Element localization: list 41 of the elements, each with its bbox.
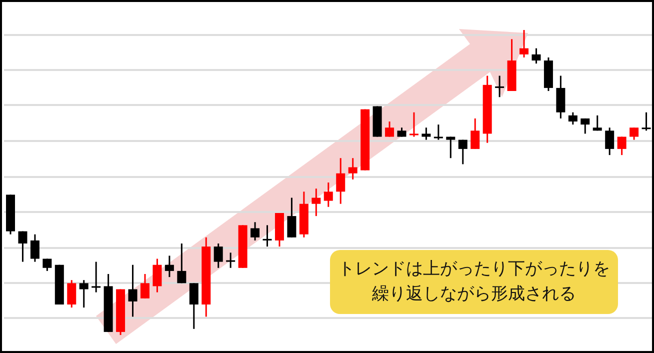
annotation: トレンドは上がったり下がったりを (338, 258, 610, 281)
candlestick (42, 258, 52, 272)
candlestick (409, 112, 418, 138)
candlestick (385, 120, 394, 138)
candlestick (434, 124, 443, 141)
candlestick (605, 126, 614, 156)
candlestick (397, 126, 406, 138)
candlestick (568, 112, 578, 126)
candlestick (520, 30, 529, 58)
candlestick (152, 258, 162, 294)
candlestick (92, 261, 101, 294)
candlestick (324, 182, 333, 208)
candlestick (580, 118, 590, 134)
candlestick (642, 112, 651, 132)
candlestick (312, 188, 321, 217)
candlestick (79, 279, 88, 308)
candlestick (189, 282, 198, 330)
candlestick (67, 279, 76, 308)
candlestick (128, 264, 138, 318)
candlestick (422, 126, 431, 141)
candlestick (30, 234, 40, 263)
candlestick (262, 224, 272, 248)
candlestick (630, 126, 639, 141)
candlestick (532, 48, 541, 64)
candlestick (617, 136, 626, 156)
candlestick (336, 157, 346, 205)
candlestick (458, 139, 468, 165)
annotation: 繰り返しながら形成される (372, 283, 576, 306)
candlestick (287, 197, 296, 238)
candlestick (495, 75, 504, 98)
candlestick (177, 242, 186, 284)
candlestick (226, 252, 236, 269)
candlestick (140, 273, 150, 300)
candlestick (592, 114, 602, 132)
candlestick (470, 118, 480, 150)
candlestick (250, 221, 260, 242)
candlestick (446, 136, 456, 159)
candlestick (164, 254, 174, 278)
candlestick (18, 230, 28, 263)
candlestick (214, 242, 223, 269)
candlestick (348, 157, 358, 180)
